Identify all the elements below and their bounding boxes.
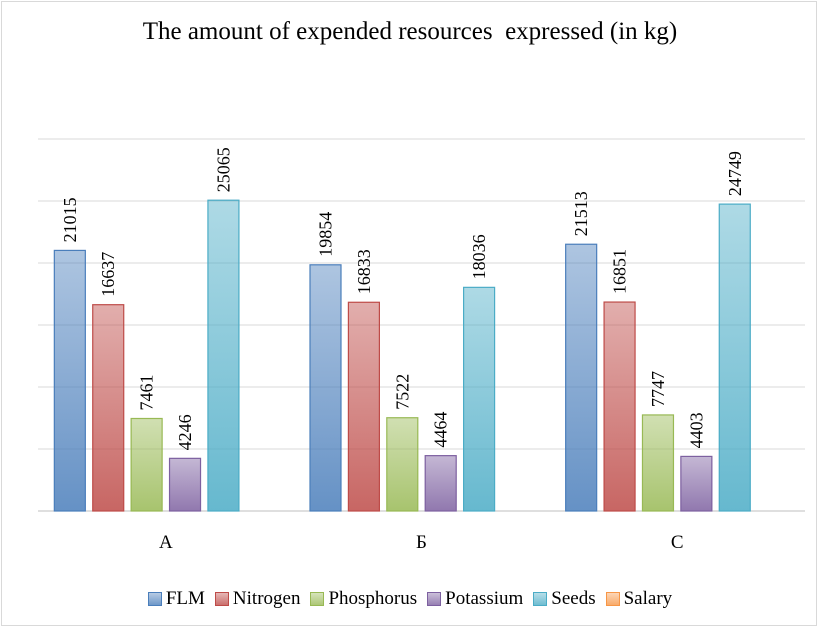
value-label: 7747 — [648, 371, 668, 407]
bar — [53, 249, 86, 512]
value-label: 21513 — [571, 191, 591, 236]
legend-swatch — [427, 592, 442, 606]
legend-item: Nitrogen — [214, 588, 301, 610]
bar — [168, 457, 202, 512]
legend-item: Salary — [605, 588, 673, 610]
x-tick-label: A — [159, 532, 173, 553]
legend-item: Potassium — [427, 588, 523, 610]
legend-label: FLM — [165, 588, 205, 609]
x-tick-label: C — [671, 532, 684, 553]
legend-label: Salary — [623, 588, 673, 609]
value-label: 19854 — [316, 212, 336, 257]
legend-item: Seeds — [533, 588, 596, 610]
x-tick-label: Б — [416, 532, 427, 553]
value-label: 4464 — [431, 412, 451, 448]
bar — [680, 455, 713, 512]
value-label: 24749 — [725, 151, 745, 196]
legend-label: Nitrogen — [232, 588, 301, 609]
bar — [130, 417, 163, 512]
value-label: 16637 — [98, 252, 118, 297]
bar — [463, 286, 496, 512]
legend: FLM Nitrogen Phosphorus Potassium Seeds Salar… — [0, 588, 820, 610]
bar — [309, 264, 342, 512]
legend-swatch — [147, 592, 162, 606]
bar — [92, 304, 125, 512]
bar — [565, 243, 598, 512]
legend-label: Potassium — [445, 588, 524, 609]
legend-swatch — [605, 592, 620, 606]
legend-swatch — [310, 592, 325, 606]
bar — [386, 417, 419, 512]
chart-title: The amount of expended resources express… — [142, 18, 678, 45]
legend-item: FLM — [147, 588, 205, 610]
bar — [718, 203, 751, 512]
legend-swatch — [533, 592, 548, 606]
legend-label: Phosphorus — [328, 588, 418, 609]
bar — [603, 301, 636, 512]
value-label: 16833 — [354, 249, 374, 294]
value-label: 4246 — [175, 414, 195, 450]
bar — [347, 301, 380, 512]
bar — [424, 455, 457, 512]
legend-swatch — [214, 592, 229, 606]
value-label: 7461 — [137, 374, 157, 410]
bar — [641, 414, 675, 512]
value-label: 7522 — [392, 374, 412, 410]
legend-label: Seeds — [551, 588, 596, 609]
value-label: 21015 — [60, 197, 80, 242]
value-label: 25065 — [213, 147, 233, 192]
value-label: 18036 — [469, 234, 489, 279]
value-label: 4403 — [686, 412, 706, 448]
legend-item: Phosphorus — [310, 588, 417, 610]
value-label: 16851 — [610, 249, 630, 294]
bar — [207, 199, 240, 512]
